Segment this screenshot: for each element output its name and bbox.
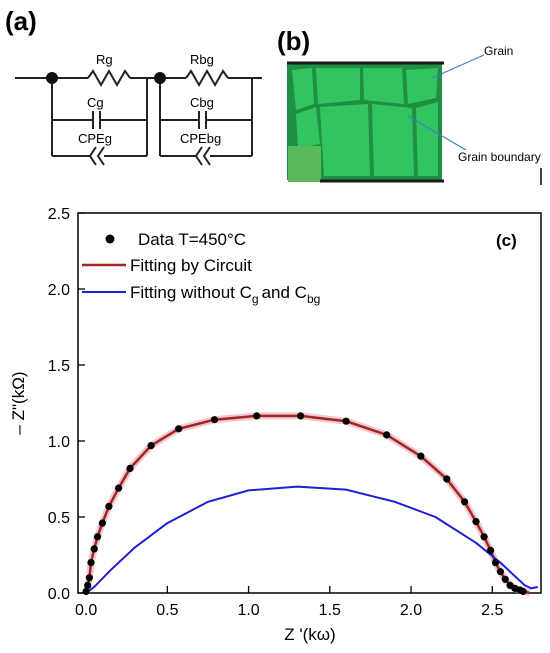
data-point: [85, 574, 93, 582]
y-tick-label: 1.0: [48, 434, 70, 451]
grain: [320, 104, 370, 176]
data-point: [443, 475, 451, 483]
resistor-rbg: [185, 68, 229, 88]
legend-label-data: Data T=450°C: [138, 230, 246, 249]
label-cbg: Cbg: [190, 95, 214, 110]
legend-fit-without-sub2: bg: [307, 292, 320, 306]
data-point: [93, 533, 102, 541]
data-point: [82, 587, 90, 596]
node-dot-left: [46, 72, 58, 84]
data-point: [175, 425, 183, 433]
legend: Data T=450°C Fitting by Circuit Fitting …: [82, 230, 320, 306]
grain-illustration: [287, 61, 444, 183]
data-point: [519, 587, 527, 596]
data-point: [383, 431, 391, 439]
panel-c-plot: 0.0 0.5 1.0 1.5 2.0 2.5 0.0 0.5 1.0 1.5 2.0 2.5 Z …: [9, 206, 542, 644]
label-cpebg: CPEbg: [180, 131, 221, 146]
data-point: [210, 416, 219, 424]
data-point: [501, 575, 509, 583]
grain-base-block: [288, 146, 321, 182]
series-layer: [82, 412, 539, 597]
grain: [292, 68, 314, 110]
cpe-bg: [194, 146, 203, 166]
panel-b-microstructure: (b) Grain Grain boundary: [277, 26, 542, 185]
y-axis-ticks: 0.0 0.5 1.0 1.5 2.0 2.5: [48, 206, 85, 603]
data-point: [342, 417, 350, 425]
data-point: [253, 412, 261, 420]
y-tick-label: 0.0: [48, 586, 70, 603]
cpe-g: [88, 146, 97, 166]
y-tick-label: 1.5: [48, 358, 70, 375]
grain-pointer: [431, 54, 485, 79]
panel-c-letter: (c): [496, 231, 517, 250]
data-point: [147, 442, 155, 450]
y-tick-label: 2.5: [48, 206, 70, 223]
resistor-rg: [87, 68, 131, 88]
data-point: [126, 464, 134, 472]
data-point: [496, 568, 504, 576]
data-point: [480, 533, 488, 541]
grain: [416, 102, 438, 176]
x-tick-label: 1.0: [237, 602, 259, 619]
label-cg: Cg: [87, 95, 104, 110]
data-point: [115, 484, 123, 492]
x-axis-label: Z '(kω): [284, 625, 335, 644]
boundary-pointer: [407, 115, 467, 151]
data-point: [491, 559, 500, 567]
legend-label-fit-circuit: Fitting by Circuit: [130, 256, 252, 275]
node-dot-right: [154, 72, 166, 84]
y-tick-label: 0.5: [48, 510, 70, 527]
data-point: [87, 559, 95, 567]
data-point: [487, 546, 495, 555]
grain-boundary-label: Grain boundary: [458, 150, 541, 164]
grain: [316, 68, 360, 104]
x-axis-ticks: 0.0 0.5 1.0 1.5 2.0 2.5: [75, 586, 503, 619]
grain-label: Grain: [484, 44, 513, 58]
x-tick-label: 1.5: [319, 602, 341, 619]
panel-b-letter: (b): [277, 26, 310, 56]
data-point: [105, 502, 113, 510]
grain: [372, 104, 414, 176]
legend-label-fit-without: Fitting without Cg and Cbg: [130, 283, 320, 306]
legend-fit-without-and: and C: [262, 283, 307, 302]
legend-fit-without-sub1: g: [252, 292, 259, 306]
x-tick-label: 2.5: [481, 602, 503, 619]
legend-marker-data: [105, 234, 115, 244]
label-rbg: Rbg: [190, 52, 214, 67]
x-tick-label: 0.5: [156, 602, 178, 619]
y-tick-label: 2.0: [48, 282, 70, 299]
label-cpeg: CPEg: [78, 131, 112, 146]
series-line-1: [85, 485, 539, 594]
legend-fit-without-main: Fitting without C: [130, 283, 252, 302]
data-point: [417, 452, 425, 460]
label-rg: Rg: [96, 52, 113, 67]
circuit-wires: [15, 68, 262, 166]
data-point: [84, 581, 92, 590]
panel-a-circuit: (a): [5, 6, 262, 166]
grain: [296, 107, 320, 148]
plot-frame: [77, 212, 542, 594]
data-point: [472, 518, 480, 526]
data-point: [98, 519, 106, 527]
x-tick-label: 2.0: [400, 602, 422, 619]
grain: [363, 68, 404, 104]
data-point: [297, 412, 305, 420]
x-tick-label: 0.0: [75, 602, 97, 619]
grain: [406, 68, 438, 104]
panel-a-letter: (a): [5, 6, 37, 36]
y-axis-label: – Z"(kΩ): [9, 371, 28, 434]
data-point: [90, 545, 98, 553]
data-point: [461, 498, 469, 506]
